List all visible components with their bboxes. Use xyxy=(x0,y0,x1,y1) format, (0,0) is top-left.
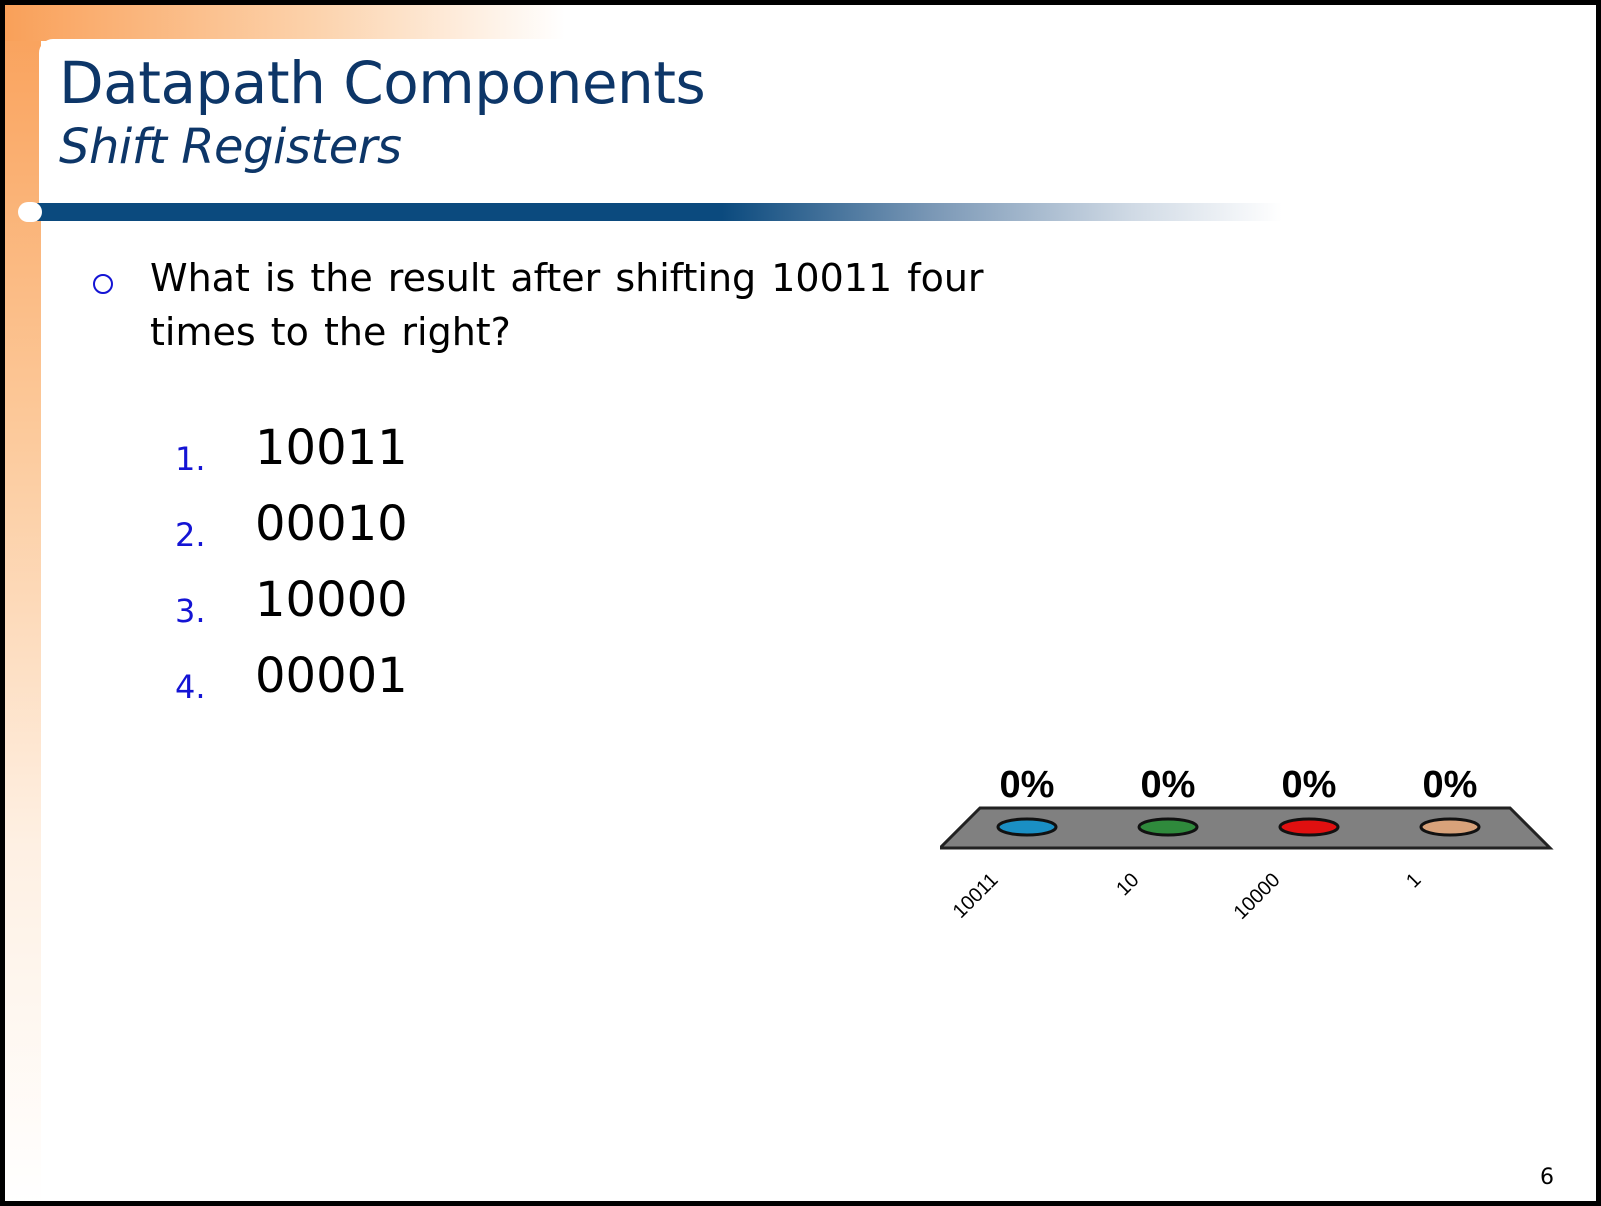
poll-results-chart: 0% 10011 0% 10 0% 10000 0% 1 xyxy=(940,764,1554,924)
chart-bar-base-1 xyxy=(996,817,1058,837)
option-number: 1. xyxy=(175,440,206,478)
page-number: 6 xyxy=(1540,1165,1554,1190)
bullet-circle-icon xyxy=(93,274,113,294)
chart-category-label: 10000 xyxy=(1230,869,1285,924)
chart-bar-base-3 xyxy=(1278,817,1340,837)
option-number: 2. xyxy=(175,516,206,554)
chart-bar-base-4 xyxy=(1419,817,1481,837)
chart-category-label: 10011 xyxy=(949,869,1003,923)
chart-platform xyxy=(940,806,1554,850)
chart-category-label: 10 xyxy=(1112,869,1143,900)
option-text: 00001 xyxy=(255,648,408,704)
option-number: 4. xyxy=(175,668,206,706)
title-panel xyxy=(39,39,1596,209)
title-divider xyxy=(37,203,1282,221)
option-text: 10000 xyxy=(255,572,408,628)
chart-value-label: 0% xyxy=(1282,764,1337,806)
question-text: What is the result after shifting 10011 … xyxy=(150,256,984,354)
slide-title: Datapath Components xyxy=(59,49,706,117)
chart-category-label: 1 xyxy=(1402,869,1425,892)
divider-cap xyxy=(18,202,42,222)
chart-value-label: 0% xyxy=(1423,764,1478,806)
chart-value-label: 0% xyxy=(1000,764,1055,806)
option-text: 10011 xyxy=(255,420,408,476)
orange-top-accent xyxy=(5,5,565,41)
chart-bar-base-2 xyxy=(1137,817,1199,837)
slide-subtitle: Shift Registers xyxy=(59,119,402,175)
option-text: 00010 xyxy=(255,496,408,552)
chart-value-label: 0% xyxy=(1141,764,1196,806)
orange-side-accent xyxy=(5,5,41,1201)
option-number: 3. xyxy=(175,592,206,630)
